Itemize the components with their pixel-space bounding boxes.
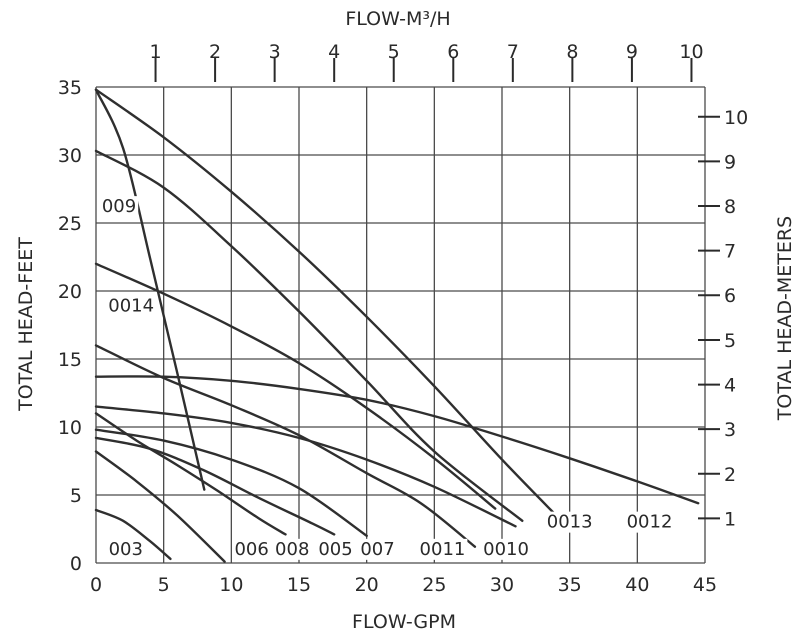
curve-label-bg-003 — [106, 538, 145, 560]
right-tick-label-6: 6 — [724, 285, 736, 307]
right-tick-label-3: 3 — [724, 419, 736, 441]
curve-label-008: 008 — [275, 539, 309, 560]
x-tick-label-5: 5 — [158, 574, 170, 596]
right-tick-label-8: 8 — [724, 196, 736, 218]
curve-label-003: 003 — [109, 539, 143, 560]
top-tick-label-1: 1 — [149, 41, 161, 63]
grid — [95, 86, 706, 564]
x-tick-label-25: 25 — [422, 574, 446, 596]
curve-label-0014: 0014 — [108, 295, 154, 316]
top-tick-label-2: 2 — [209, 41, 221, 63]
right-tick-label-4: 4 — [724, 375, 736, 397]
y-tick-label-5: 5 — [70, 485, 82, 507]
curve-label-bg-0011 — [417, 538, 468, 560]
y-tick-label-10: 10 — [58, 417, 82, 439]
curve-label-006: 006 — [234, 539, 268, 560]
curve-label-bg-0010 — [481, 538, 531, 560]
top-tick-label-3: 3 — [269, 41, 281, 63]
x-tick-label-40: 40 — [625, 574, 649, 596]
bottom-axis: 0 5 10 15 20 25 30 35 40 45 — [90, 574, 717, 596]
y2-axis-title: TOTAL HEAD-METERS — [774, 216, 796, 421]
top-tick-label-8: 8 — [566, 41, 578, 63]
x-tick-label-0: 0 — [90, 574, 102, 596]
right-tick-label-7: 7 — [724, 241, 736, 263]
y-tick-label-35: 35 — [58, 77, 82, 99]
top-tick-label-4: 4 — [328, 41, 340, 63]
curve-008 — [94, 412, 287, 536]
curve-0010 — [94, 405, 517, 528]
curve-label-007: 007 — [360, 539, 394, 560]
curve-label-0010: 0010 — [483, 539, 529, 560]
x-tick-label-10: 10 — [219, 574, 243, 596]
x-tick-label-30: 30 — [490, 574, 514, 596]
curve-label-bg-006 — [232, 538, 271, 560]
top-tick-label-10: 10 — [679, 41, 703, 63]
curve-label-bg-008 — [273, 538, 312, 560]
right-tick-label-5: 5 — [724, 330, 736, 352]
top-tick-label-5: 5 — [388, 41, 400, 63]
right-tick-label-2: 2 — [724, 464, 736, 486]
x-tick-label-35: 35 — [558, 574, 582, 596]
curve-006 — [94, 450, 226, 563]
right-tick-label-10: 10 — [724, 107, 748, 129]
curve-label-bg-005 — [316, 538, 355, 560]
x-axis-title: FLOW-GPM — [352, 611, 456, 633]
left-axis: 0 5 10 15 20 25 30 35 — [58, 77, 82, 575]
curve-0012 — [94, 375, 700, 505]
curve-label-bg-0014 — [106, 295, 157, 317]
curve-0013 — [94, 88, 556, 516]
curve-unlabeled-11 — [94, 149, 524, 522]
top-axis: 1 2 3 4 5 6 7 8 9 10 — [149, 41, 704, 82]
curve-label-bg-0012 — [624, 511, 675, 533]
curve-label-0011: 0011 — [420, 539, 466, 560]
right-tick-label-1: 1 — [724, 508, 736, 530]
y-tick-label-20: 20 — [58, 281, 82, 303]
curve-label-bg-007 — [358, 538, 397, 560]
curve-label-005: 005 — [318, 539, 352, 560]
x-tick-label-45: 45 — [693, 574, 717, 596]
top-tick-label-6: 6 — [447, 41, 459, 63]
curve-007 — [94, 428, 368, 537]
curve-label-0013: 0013 — [547, 512, 593, 533]
curve-label-bg-0013 — [544, 511, 595, 533]
y-tick-label-15: 15 — [58, 349, 82, 371]
curve-0014 — [94, 262, 497, 510]
x-tick-label-20: 20 — [355, 574, 379, 596]
y-tick-label-30: 30 — [58, 145, 82, 167]
top-axis-title: FLOW-M³/H — [345, 8, 450, 30]
curve-005 — [94, 436, 336, 536]
curve-label-bg-009 — [99, 196, 139, 218]
y-axis-title: TOTAL HEAD-FEET — [15, 237, 37, 412]
curve-003 — [94, 508, 172, 561]
curve-labels: 003 006 008 005 007 0011 0010 0013 0012 009 0014 — [99, 196, 675, 560]
curve-009 — [94, 88, 206, 491]
top-tick-label-7: 7 — [507, 41, 519, 63]
y-tick-label-25: 25 — [58, 213, 82, 235]
y-tick-label-0: 0 — [70, 553, 82, 575]
curve-0011 — [94, 344, 477, 548]
right-axis: 1 2 3 4 5 6 7 8 9 10 — [698, 107, 748, 530]
x-tick-label-15: 15 — [287, 574, 311, 596]
right-tick-label-9: 9 — [724, 151, 736, 173]
pump-curves — [94, 88, 700, 563]
top-tick-label-9: 9 — [626, 41, 638, 63]
curve-label-009: 009 — [102, 196, 136, 217]
curve-label-0012: 0012 — [627, 512, 673, 533]
